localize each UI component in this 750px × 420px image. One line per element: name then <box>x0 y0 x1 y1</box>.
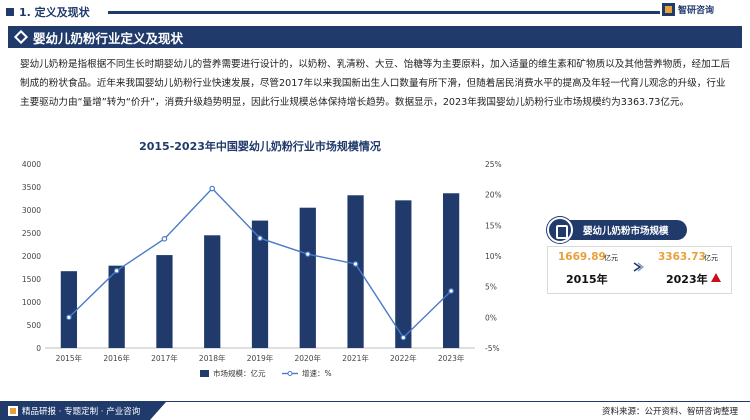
x-tick-label: 2022年 <box>390 353 417 363</box>
intro-paragraph: 婴幼儿奶粉是指根据不同生长时期婴幼儿的营养需要进行设计的，以奶粉、乳清粉、大豆、… <box>20 59 730 108</box>
footer-divider <box>0 401 750 402</box>
end-unit: 亿元 <box>704 254 718 262</box>
end-year: 2023年 <box>666 273 708 286</box>
x-tick-label: 2023年 <box>438 353 465 363</box>
market-size-chart: 0 500 1000 1500 2000 2500 3000 3500 4000 -5% 0% 5% 1… <box>22 160 502 378</box>
x-tick-label: 2016年 <box>103 353 130 363</box>
x-tick-label: 2018年 <box>199 353 226 363</box>
x-tick-label: 2015年 <box>56 353 83 363</box>
bar <box>442 193 460 348</box>
y-left-tick-label: 1000 <box>22 298 41 307</box>
end-value: 3363.73 <box>658 251 706 263</box>
y-left-tick-label: 1500 <box>22 275 41 284</box>
section-label: 1. 定义及现状 <box>6 4 90 20</box>
start-value: 1669.89 <box>558 251 606 263</box>
diamond-icon <box>13 29 29 45</box>
y-right-tick-label: 25% <box>485 160 502 169</box>
document-icon <box>547 217 573 243</box>
y-left-tick-label: 4000 <box>22 160 41 169</box>
x-tick-label: 2021年 <box>342 353 369 363</box>
card-body: 1669.89 亿元 2015年 3363.73 亿元 2023年 <box>547 246 732 294</box>
y-left-tick-label: 3500 <box>22 183 41 192</box>
chart-title: 2015-2023年中国婴幼儿奶粉行业市场规模情况 <box>139 140 381 153</box>
brand-logo: 智研咨询 <box>662 3 714 16</box>
bar <box>60 271 78 348</box>
footer-corner <box>150 402 166 420</box>
top-bar: 1. 定义及现状 智研咨询 <box>0 0 750 26</box>
section-label-text: 1. 定义及现状 <box>19 6 90 19</box>
market-size-card: 婴幼儿奶粉市场规模 1669.89 亿元 2015年 3363.73 亿元 20… <box>547 217 732 294</box>
footer-brand: 精品研报 · 专题定制 · 产业咨询 <box>0 402 150 420</box>
legend-line-marker <box>287 371 293 376</box>
footer-tagline: 精品研报 · 专题定制 · 产业咨询 <box>22 407 141 417</box>
y-right-tick-label: 0% <box>485 313 497 322</box>
y-right-tick-label: 20% <box>485 191 502 200</box>
y-left-tick-label: 2500 <box>22 229 41 238</box>
growth-point <box>352 261 359 267</box>
growth-point <box>66 314 72 321</box>
legend-bar-label: 市场规模：亿元 <box>213 368 266 378</box>
bar <box>347 195 364 348</box>
logo-icon <box>662 3 675 16</box>
start-unit: 亿元 <box>604 254 618 262</box>
growth-point <box>304 251 311 257</box>
bar <box>204 235 221 348</box>
y-right-tick-label: 10% <box>485 252 502 261</box>
x-tick-label: 2019年 <box>247 353 274 363</box>
growth-point <box>448 288 454 294</box>
x-tick-label: 2020年 <box>294 353 321 363</box>
growth-point <box>400 334 407 341</box>
brand-name: 智研咨询 <box>678 6 715 16</box>
footer: 精品研报 · 专题定制 · 产业咨询 资料来源：公开资料、智研咨询整理 <box>0 402 750 420</box>
up-arrow-icon <box>711 273 721 282</box>
start-year: 2015年 <box>566 273 608 286</box>
x-tick-label: 2017年 <box>151 353 178 363</box>
y-left-tick-label: 3000 <box>22 206 41 215</box>
bar <box>299 207 316 348</box>
title-band: 婴幼儿奶粉行业定义及现状 <box>8 26 742 48</box>
y-right-tick-label: 5% <box>485 283 497 292</box>
bar <box>108 265 125 348</box>
card-title: 婴幼儿奶粉市场规模 <box>583 226 669 237</box>
source-note: 资料来源：公开资料、智研咨询整理 <box>601 407 738 417</box>
y-left-tick-label: 2000 <box>22 252 41 261</box>
growth-point <box>161 236 168 242</box>
growth-point <box>257 235 263 242</box>
y-left-tick-label: 0 <box>36 344 41 353</box>
legend-line-label: 增速：% <box>302 368 332 378</box>
growth-point <box>209 185 216 192</box>
growth-point <box>113 267 120 274</box>
arrow-right-icon <box>633 262 644 272</box>
y-right-tick-label: -5% <box>485 344 500 353</box>
bar <box>251 220 269 348</box>
page-title: 婴幼儿奶粉行业定义及现状 <box>33 30 184 46</box>
y-left-tick-label: 500 <box>27 321 42 330</box>
top-divider <box>108 11 660 14</box>
bar <box>156 255 173 348</box>
legend-bar-swatch <box>200 370 209 377</box>
y-right-tick-label: 15% <box>485 221 502 230</box>
footer-logo-icon <box>8 406 18 416</box>
square-icon <box>6 8 14 16</box>
card-header: 婴幼儿奶粉市场规模 <box>557 220 687 240</box>
bar <box>395 200 412 348</box>
